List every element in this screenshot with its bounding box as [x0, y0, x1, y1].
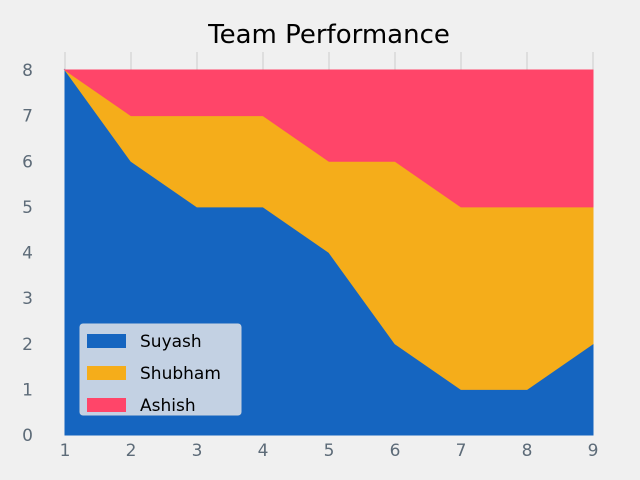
x-tick-label: 9	[588, 441, 599, 461]
chart-title: Team Performance	[207, 20, 450, 50]
x-tick-label: 5	[324, 441, 335, 461]
y-tick-label: 1	[22, 380, 33, 400]
y-tick-label: 2	[22, 335, 33, 355]
legend-label-shubham: Shubham	[140, 364, 221, 384]
y-tick-label: 5	[22, 198, 33, 218]
legend-label-suyash: Suyash	[140, 332, 202, 352]
x-tick-label: 7	[456, 441, 467, 461]
x-tick-label: 6	[390, 441, 401, 461]
y-tick-label: 8	[22, 61, 33, 81]
area-ashish	[63, 69, 594, 208]
y-tick-label: 4	[22, 244, 33, 264]
y-tick-label: 0	[22, 426, 33, 446]
x-tick-label: 2	[126, 441, 137, 461]
x-tick-label: 8	[522, 441, 533, 461]
legend-swatch-shubham	[87, 366, 126, 380]
axis-ticks: 1 2 3 4 5 6 7 8 9 0 1 2 3 4 5 6 7 8	[22, 61, 598, 461]
y-tick-label: 6	[22, 152, 33, 172]
legend: Suyash Shubham Ashish	[79, 323, 242, 416]
x-tick-label: 4	[258, 441, 269, 461]
x-tick-label: 3	[192, 441, 203, 461]
y-tick-label: 3	[22, 289, 33, 309]
legend-label-ashish: Ashish	[140, 396, 196, 416]
legend-swatch-suyash	[87, 334, 126, 348]
legend-swatch-ashish	[87, 398, 126, 412]
x-tick-label: 1	[60, 441, 71, 461]
y-tick-label: 7	[22, 107, 33, 127]
